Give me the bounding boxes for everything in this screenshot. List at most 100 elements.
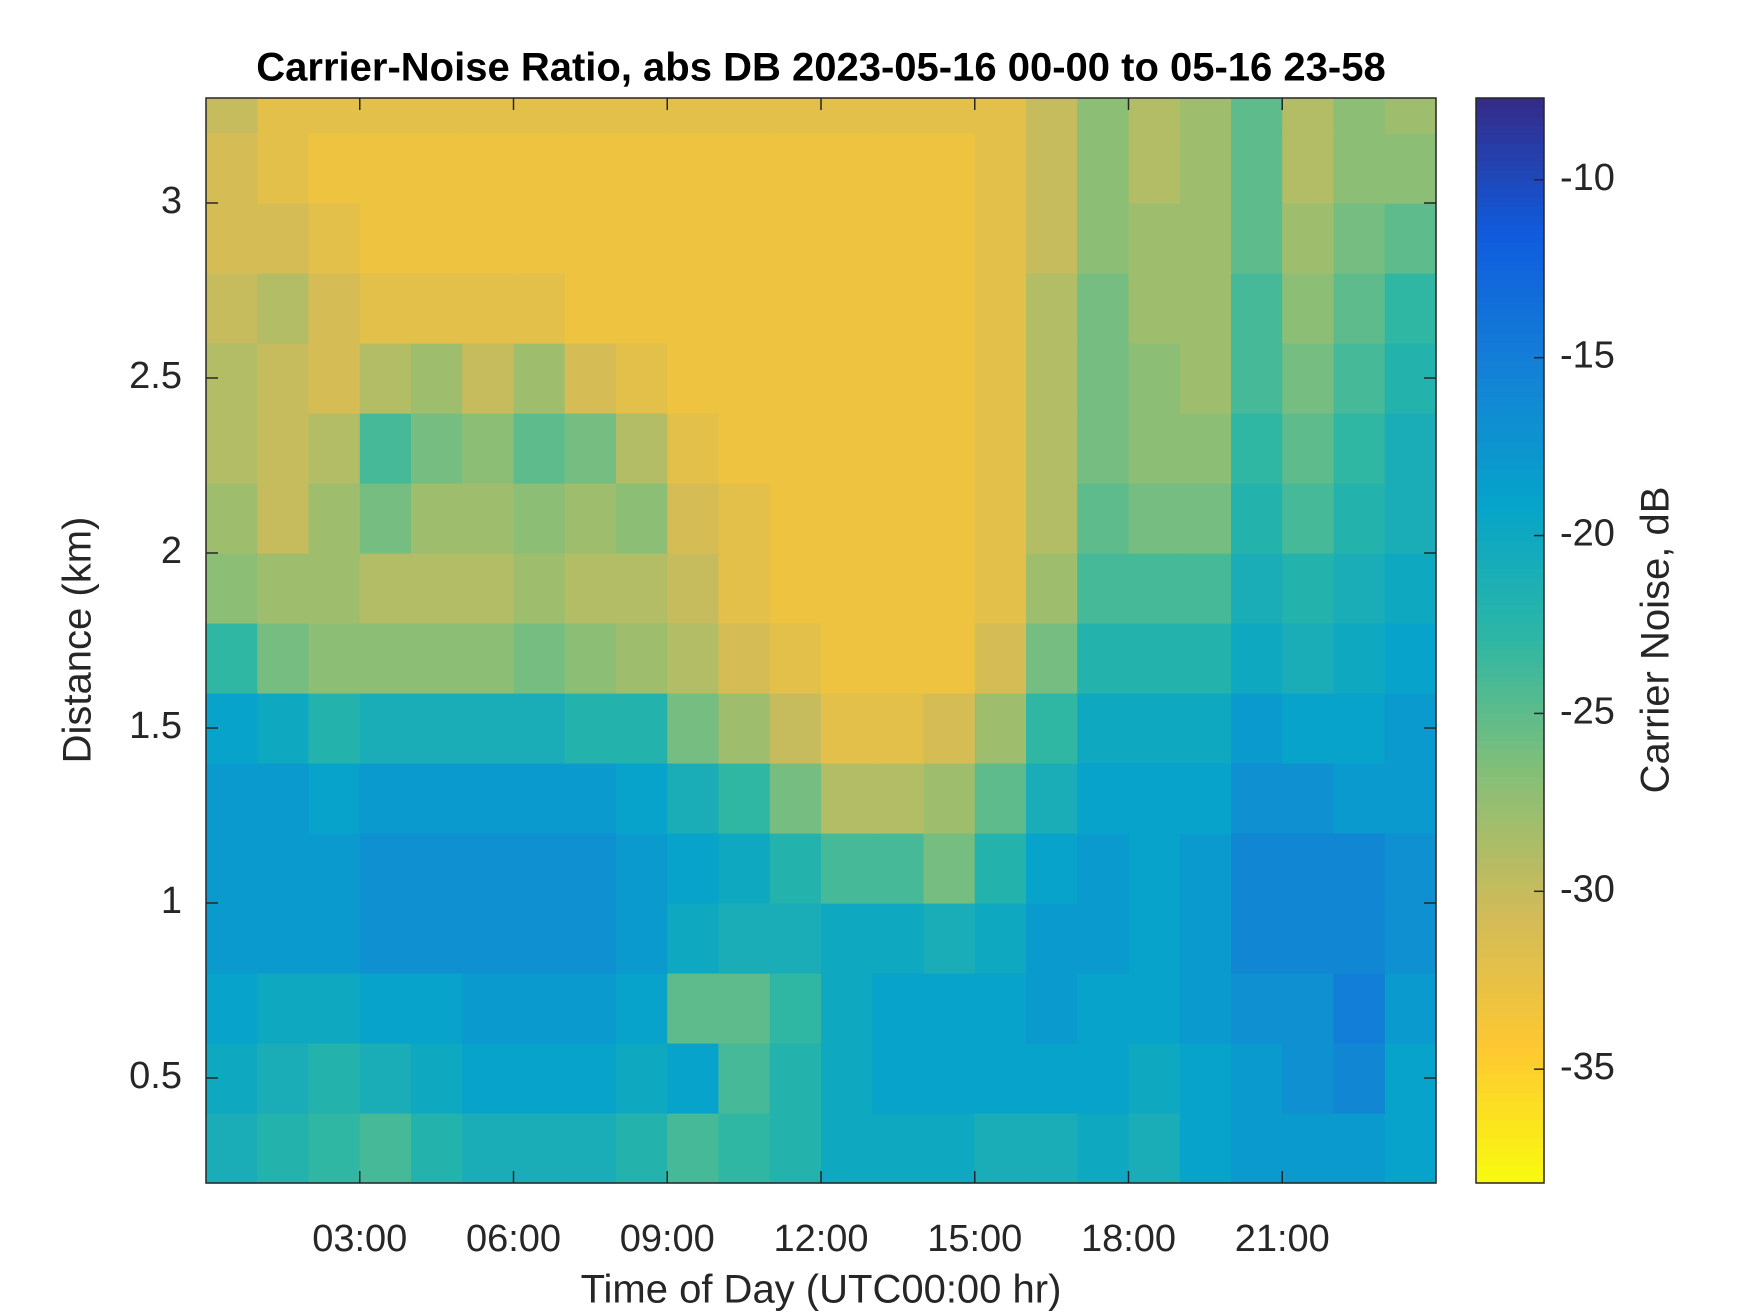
heatmap-cell bbox=[564, 483, 617, 554]
colorbar-swatch bbox=[1476, 721, 1544, 732]
heatmap-cell bbox=[1333, 833, 1386, 904]
heatmap-cell bbox=[1026, 343, 1078, 414]
colorbar-label: Carrier Noise, dB bbox=[1634, 487, 1678, 794]
heatmap-cell bbox=[923, 133, 976, 204]
heatmap-cell bbox=[1231, 833, 1283, 904]
colorbar-swatch bbox=[1476, 1128, 1544, 1139]
colorbar-swatch bbox=[1476, 739, 1544, 750]
heatmap-cell bbox=[206, 623, 258, 694]
y-tick-label: 1.5 bbox=[129, 705, 182, 747]
colorbar-swatch bbox=[1476, 522, 1544, 533]
colorbar-swatch bbox=[1476, 396, 1544, 407]
heatmap-cell bbox=[206, 973, 258, 1044]
heatmap-cell bbox=[821, 553, 873, 624]
heatmap-cell bbox=[1282, 273, 1335, 344]
heatmap-cell bbox=[1026, 903, 1078, 974]
heatmap-cell bbox=[1179, 763, 1232, 834]
colorbar-swatch bbox=[1476, 251, 1544, 262]
heatmap-cell bbox=[974, 973, 1027, 1044]
heatmap-cell bbox=[616, 203, 668, 274]
heatmap-cell bbox=[411, 833, 463, 904]
heatmap-cell bbox=[872, 1043, 925, 1114]
heatmap-cell bbox=[1179, 623, 1232, 694]
heatmap-cell bbox=[359, 833, 412, 904]
heatmap-cell bbox=[872, 973, 925, 1044]
colorbar-swatch bbox=[1476, 1020, 1544, 1030]
heatmap-cell bbox=[1179, 98, 1232, 134]
heatmap-cell bbox=[718, 973, 771, 1044]
heatmap-cell bbox=[1077, 1113, 1130, 1184]
heatmap-cell bbox=[257, 1043, 310, 1114]
colorbar-swatch bbox=[1476, 613, 1544, 624]
heatmap-cell bbox=[616, 623, 668, 694]
x-tick-label: 03:00 bbox=[312, 1218, 407, 1260]
colorbar-swatch bbox=[1476, 170, 1544, 180]
heatmap-cell bbox=[308, 483, 361, 554]
heatmap-cell bbox=[974, 133, 1027, 204]
colorbar-swatch bbox=[1476, 975, 1544, 985]
colorbar-swatch bbox=[1476, 541, 1544, 551]
heatmap-cell bbox=[1333, 693, 1386, 764]
heatmap-cell bbox=[667, 343, 720, 414]
heatmap-cell bbox=[667, 1043, 720, 1114]
heatmap-cell bbox=[769, 553, 822, 624]
heatmap-cell bbox=[821, 693, 873, 764]
colorbar-swatch bbox=[1476, 278, 1544, 289]
heatmap-cell bbox=[1384, 203, 1437, 274]
heatmap-cell bbox=[718, 1113, 771, 1184]
heatmap-cell bbox=[1231, 483, 1283, 554]
heatmap-cell bbox=[1026, 693, 1078, 764]
heatmap-cell bbox=[1282, 133, 1335, 204]
heatmap-cell bbox=[206, 273, 258, 344]
heatmap-cell bbox=[769, 483, 822, 554]
heatmap-cell bbox=[872, 133, 925, 204]
colorbar-tick-label: -15 bbox=[1560, 335, 1615, 377]
heatmap-cell bbox=[308, 693, 361, 764]
colorbar-swatch bbox=[1476, 1011, 1544, 1021]
heatmap-cell bbox=[769, 973, 822, 1044]
heatmap-cell bbox=[667, 413, 720, 484]
heatmap-cell bbox=[1333, 1113, 1386, 1184]
heatmap-cell bbox=[1333, 553, 1386, 624]
heatmap-cell bbox=[616, 693, 668, 764]
heatmap-cell bbox=[1282, 203, 1335, 274]
heatmap-cell bbox=[257, 623, 310, 694]
y-tick-label: 0.5 bbox=[129, 1055, 182, 1097]
heatmap-cell bbox=[411, 693, 463, 764]
heatmap-cell bbox=[769, 693, 822, 764]
colorbar-swatch bbox=[1476, 938, 1544, 949]
heatmap-cell bbox=[1282, 98, 1335, 134]
heatmap-cell bbox=[1282, 1113, 1335, 1184]
heatmap-cell bbox=[564, 553, 617, 624]
heatmap-cell bbox=[1384, 273, 1437, 344]
colorbar-swatch bbox=[1476, 459, 1544, 470]
heatmap-cell bbox=[718, 98, 771, 134]
heatmap-cell bbox=[257, 833, 310, 904]
heatmap-cell bbox=[206, 903, 258, 974]
heatmap-cell bbox=[359, 1113, 412, 1184]
colorbar-swatch bbox=[1476, 1092, 1544, 1103]
heatmap-cell bbox=[667, 203, 720, 274]
heatmap-cell bbox=[206, 1113, 258, 1184]
heatmap-cell bbox=[1333, 343, 1386, 414]
heatmap-cell bbox=[872, 413, 925, 484]
heatmap-cell bbox=[359, 413, 412, 484]
heatmap-cell bbox=[1128, 343, 1181, 414]
heatmap-cell bbox=[769, 833, 822, 904]
heatmap-cell bbox=[411, 483, 463, 554]
axes: 03:00 06:00 09:00 12:00 15:00 18:00 21:00 0.5 1 1… bbox=[129, 97, 1437, 1260]
heatmap-cell bbox=[667, 903, 720, 974]
heatmap-cell bbox=[411, 553, 463, 624]
heatmap-cell bbox=[1231, 203, 1283, 274]
heatmap-cell bbox=[923, 343, 976, 414]
colorbar-swatch bbox=[1476, 260, 1544, 271]
heatmap-cell bbox=[513, 1113, 566, 1184]
heatmap-cell bbox=[616, 763, 668, 834]
heatmap-cell bbox=[821, 203, 873, 274]
heatmap-cell bbox=[1384, 1113, 1437, 1184]
heatmap-cell bbox=[1333, 623, 1386, 694]
colorbar-swatch bbox=[1476, 333, 1544, 343]
heatmap-cell bbox=[1128, 133, 1181, 204]
heatmap-cell bbox=[359, 973, 412, 1044]
heatmap-cell bbox=[821, 133, 873, 204]
